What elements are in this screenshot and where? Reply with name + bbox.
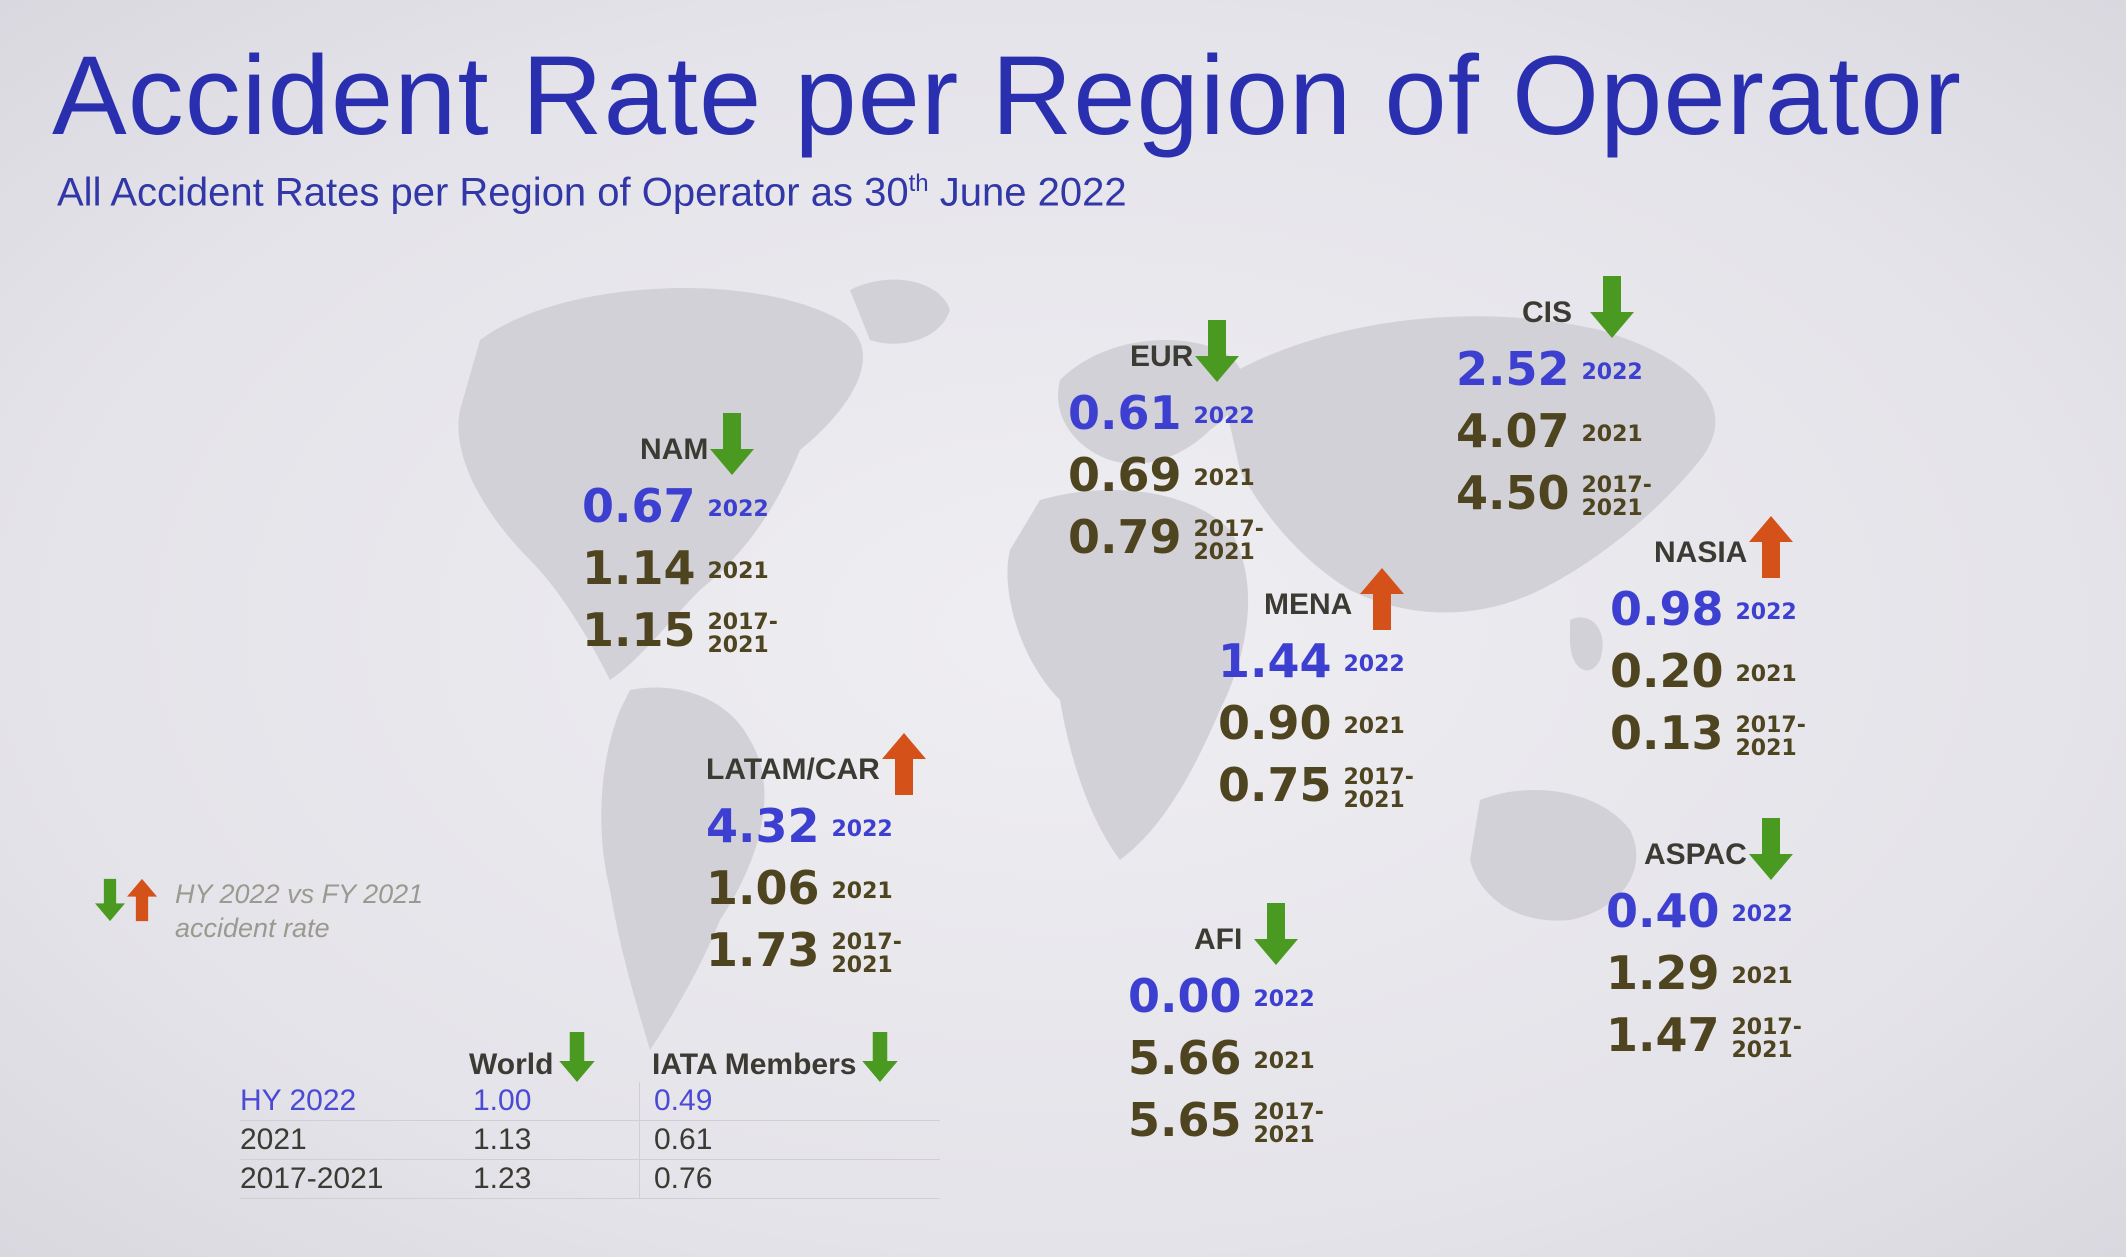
region-name: EUR [1130,340,1194,373]
region-nam: NAM 0.67 2022 1.14 2021 1.15 2017- 2021 [582,405,778,661]
page-subtitle: All Accident Rates per Region of Operato… [57,170,1127,215]
arrow-down-icon [1195,320,1240,382]
region-eur: EUR 0.61 2022 0.69 2021 0.79 2017- 2021 [1068,312,1264,568]
rate-2017-2021: 1.73 2017- 2021 [706,923,902,978]
rate-2021: 0.90 2021 [1218,696,1405,750]
region-latam-car: LATAM/CAR 4.32 2022 1.06 2021 1.73 2017- 202… [706,725,926,981]
region-name: LATAM/CAR [706,753,880,786]
arrow-up-icon [127,878,157,922]
rate-2021: 1.14 2021 [582,541,769,595]
arrow-down-icon [1254,903,1299,965]
rate-2021: 5.66 2021 [1128,1031,1315,1085]
arrow-down-icon [1590,276,1635,338]
rate-2017-2021: 0.79 2017- 2021 [1068,510,1264,565]
rate-2017-2021: 0.75 2017- 2021 [1218,758,1414,813]
trend-legend: HY 2022 vs FY 2021 accident rate [95,878,455,946]
region-name: MENA [1264,588,1353,621]
region-name: ASPAC [1644,838,1747,871]
rate-2022: 0.61 2022 [1068,386,1255,440]
arrow-down-icon [1748,818,1793,880]
summary-header: World IATA Members [240,1030,940,1082]
rate-2017-2021: 1.15 2017- 2021 [582,603,778,658]
arrow-up-icon [1749,516,1794,578]
rate-2021: 4.07 2021 [1456,404,1643,458]
col-world: World [469,1048,554,1081]
legend-text: HY 2022 vs FY 2021 accident rate [175,879,424,943]
rate-2022: 2.52 2022 [1456,342,1643,396]
rate-2017-2021: 1.47 2017- 2021 [1606,1008,1802,1063]
rate-2017-2021: 4.50 2017- 2021 [1456,466,1652,521]
rate-2017-2021: 0.13 2017- 2021 [1610,706,1806,761]
region-name: CIS [1522,296,1573,329]
arrow-up-icon [881,733,926,795]
region-afi: AFI 0.00 2022 5.66 2021 5.65 2017- 2021 [1128,895,1324,1151]
rate-2022: 1.44 2022 [1218,634,1405,688]
rate-2017-2021: 5.65 2017- 2021 [1128,1093,1324,1148]
arrow-down-icon [559,1032,596,1082]
summary-table: World IATA Members HY 2022 1.00 0.49 202… [240,1030,940,1199]
arrow-up-icon [1360,568,1405,630]
region-name: NASIA [1654,536,1748,569]
col-iata: IATA Members [652,1048,857,1081]
table-row: 2021 1.13 0.61 [240,1121,940,1160]
rate-2022: 0.98 2022 [1610,582,1797,636]
rate-2021: 0.69 2021 [1068,448,1255,502]
region-name: NAM [640,433,709,466]
rate-2022: 0.00 2022 [1128,969,1315,1023]
table-row: HY 2022 1.00 0.49 [240,1082,940,1121]
world-map-background [458,279,1716,1050]
table-row: 2017-2021 1.23 0.76 [240,1160,940,1199]
rate-2021: 1.29 2021 [1606,946,1793,1000]
rate-2022: 0.67 2022 [582,479,769,533]
region-mena: MENA 1.44 2022 0.90 2021 0.75 2017- 2021 [1218,560,1414,816]
arrow-down-icon [95,878,125,922]
region-aspac: ASPAC 0.40 2022 1.29 2021 1.47 2017- 2021 [1606,810,1802,1066]
page-title: Accident Rate per Region of Operator [52,33,1962,158]
region-nasia: NASIA 0.98 2022 0.20 2021 0.13 2017- 2021 [1610,508,1806,764]
arrow-down-icon [710,413,755,475]
region-name: AFI [1194,923,1243,956]
region-cis: CIS 2.52 2022 4.07 2021 4.50 2017- 2021 [1456,268,1652,524]
arrow-down-icon [862,1032,899,1082]
rate-2021: 1.06 2021 [706,861,893,915]
rate-2022: 0.40 2022 [1606,884,1793,938]
rate-2022: 4.32 2022 [706,799,893,853]
rate-2021: 0.20 2021 [1610,644,1797,698]
